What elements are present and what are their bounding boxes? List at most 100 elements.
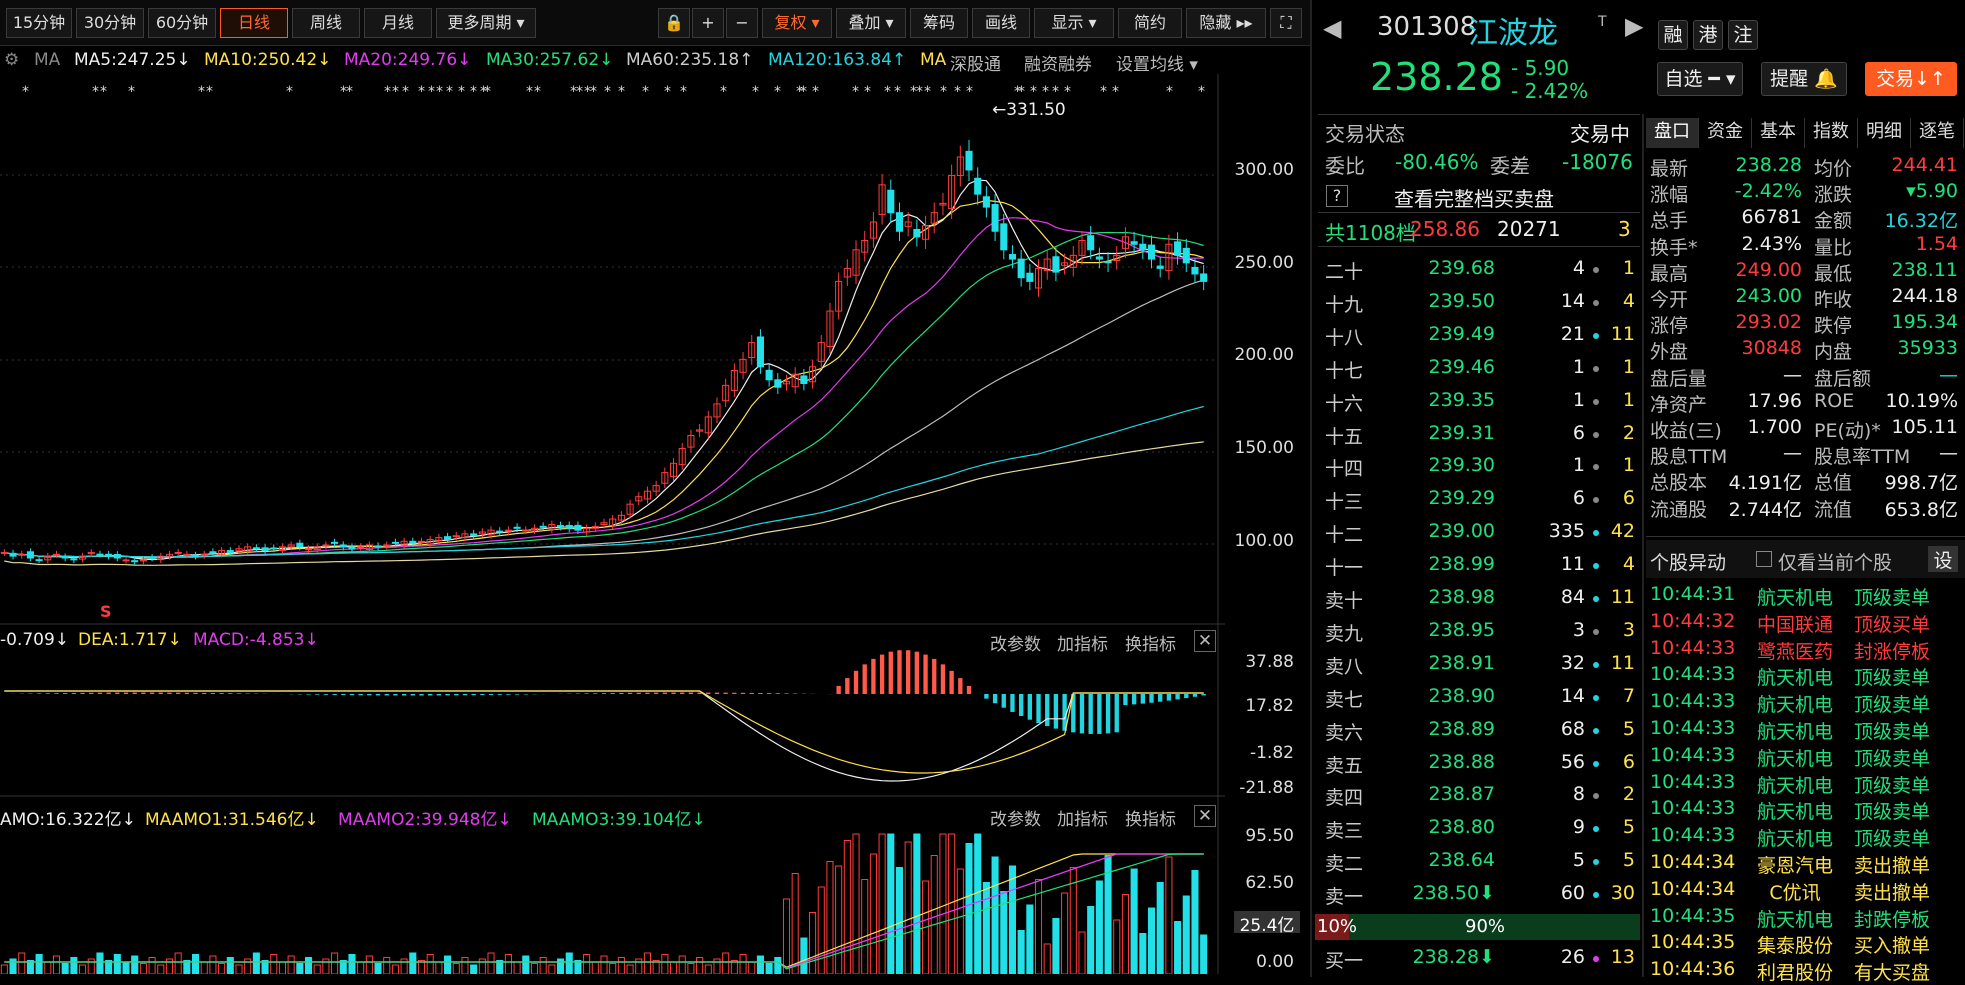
zoom-in-icon[interactable]: + <box>692 8 724 38</box>
event-stock[interactable]: 集泰股份 <box>1756 935 1833 958</box>
order-row[interactable]: 卖八 238.91 32 11 <box>1325 652 1635 678</box>
order-row[interactable]: 卖七 238.90 14 7 <box>1325 685 1635 711</box>
fullscreen-icon[interactable]: ⛶ <box>1270 8 1302 38</box>
next-stock-icon[interactable]: ▶ <box>1625 12 1644 40</box>
alert-button[interactable]: 提醒 🔔 <box>1761 62 1847 96</box>
margin-tag[interactable]: 融 <box>1658 20 1688 50</box>
overlay-dropdown[interactable]: 叠加 ▾ <box>836 8 906 38</box>
order-row[interactable]: 卖二 238.64 5 5 <box>1325 849 1635 875</box>
gear-icon[interactable]: ⚙ <box>4 50 20 70</box>
adjust-dropdown[interactable]: 复权 ▾ <box>762 8 832 38</box>
watchlist-button[interactable]: 自选 ━ ▾ <box>1657 62 1743 96</box>
period-daily-button[interactable]: 日线 <box>220 8 288 38</box>
full-orderbook-link[interactable]: 查看完整档买卖盘 <box>1394 187 1554 211</box>
event-stock[interactable]: 航天机电 <box>1756 908 1833 931</box>
northbound-toggle[interactable]: 深股通 <box>950 55 1001 75</box>
tab-2[interactable]: 基本 <box>1752 118 1805 148</box>
trade-button[interactable]: 交易↓↑ <box>1865 62 1957 96</box>
period-30min-button[interactable]: 30分钟 <box>76 8 144 38</box>
events-settings-button[interactable]: 设 <box>1928 546 1958 572</box>
order-row[interactable]: 十一 238.99 11 4 <box>1325 553 1635 579</box>
event-stock[interactable]: 航天机电 <box>1756 774 1833 797</box>
tab-3[interactable]: 指数 <box>1805 118 1858 148</box>
order-row[interactable]: 十五 239.31 6 2 <box>1325 422 1635 448</box>
kline-chart[interactable]: * * * * * * * * * * * * * * * * * * * * * * * * * * * * * * * * * * * * * * * *… <box>0 74 1225 974</box>
margin-toggle[interactable]: 融资融券 <box>1024 55 1092 75</box>
event-row[interactable]: 10:44:34 豪恩汽电 卖出撤单 <box>1648 851 1965 877</box>
display-dropdown[interactable]: 显示 ▾ <box>1034 8 1114 38</box>
event-stock[interactable]: 航天机电 <box>1756 828 1833 851</box>
macd-add-indicator-button[interactable]: 加指标 <box>1057 635 1108 655</box>
more-periods-dropdown[interactable]: 更多周期 ▾ <box>436 8 536 38</box>
tab-5[interactable]: 逐笔 <box>1911 118 1964 148</box>
event-row[interactable]: 10:44:33 航天机电 顶级卖单 <box>1648 771 1965 797</box>
order-row[interactable]: 十六 239.35 1 1 <box>1325 389 1635 415</box>
order-row[interactable]: 卖九 238.95 3 3 <box>1325 619 1635 645</box>
only-current-checkbox[interactable] <box>1756 551 1772 567</box>
event-row[interactable]: 10:44:33 航天机电 顶级卖单 <box>1648 663 1965 689</box>
event-stock[interactable]: 航天机电 <box>1756 747 1833 770</box>
panel-divider[interactable] <box>1310 0 1312 977</box>
event-row[interactable]: 10:44:32 中国联通 顶级买单 <box>1648 610 1965 636</box>
event-row[interactable]: 10:44:33 航天机电 顶级卖单 <box>1648 690 1965 716</box>
event-row[interactable]: 10:44:33 航天机电 顶级卖单 <box>1648 797 1965 823</box>
order-row[interactable]: 十九 239.50 14 4 <box>1325 290 1635 316</box>
event-row[interactable]: 10:44:31 航天机电 顶级卖单 <box>1648 583 1965 609</box>
event-stock[interactable]: 航天机电 <box>1756 801 1833 824</box>
event-stock[interactable]: 利君股份 <box>1756 962 1833 985</box>
draw-line-button[interactable]: 画线 <box>972 8 1030 38</box>
event-row[interactable]: 10:44:33 航天机电 顶级卖单 <box>1648 717 1965 743</box>
event-stock[interactable]: 中国联通 <box>1756 613 1833 636</box>
order-row[interactable]: 十三 239.29 6 6 <box>1325 487 1635 513</box>
event-stock[interactable]: 豪恩汽电 <box>1756 855 1833 877</box>
event-row[interactable]: 10:44:35 航天机电 封跌停板 <box>1648 905 1965 931</box>
order-row-buy1[interactable]: 买一 238.28⬇ 26 13 <box>1325 946 1635 972</box>
order-row[interactable]: 卖五 238.88 56 6 <box>1325 751 1635 777</box>
macd-switch-indicator-button[interactable]: 换指标 <box>1125 635 1176 655</box>
event-row[interactable]: 10:44:33 航天机电 顶级卖单 <box>1648 744 1965 770</box>
simple-button[interactable]: 简约 <box>1118 8 1182 38</box>
period-60min-button[interactable]: 60分钟 <box>148 8 216 38</box>
order-row[interactable]: 十八 239.49 21 11 <box>1325 323 1635 349</box>
order-row[interactable]: 十四 239.30 1 1 <box>1325 454 1635 480</box>
event-row[interactable]: 10:44:34 C优讯 卖出撤单 <box>1648 878 1965 904</box>
period-15min-button[interactable]: 15分钟 <box>6 8 72 38</box>
event-row[interactable]: 10:44:35 集泰股份 买入撤单 <box>1648 931 1965 957</box>
zoom-out-icon[interactable]: − <box>726 8 758 38</box>
close-icon[interactable]: ✕ <box>1194 805 1216 827</box>
ma-settings-dropdown[interactable]: 设置均线 ▾ <box>1116 55 1198 75</box>
hide-button[interactable]: 隐藏 ▸▸ <box>1186 8 1266 38</box>
order-row[interactable]: 二十 239.68 4 1 <box>1325 257 1635 283</box>
amo-switch-indicator-button[interactable]: 换指标 <box>1125 810 1176 830</box>
order-row[interactable]: 十二 239.00 335 42 <box>1325 520 1635 546</box>
order-row[interactable]: 卖六 238.89 68 5 <box>1325 718 1635 744</box>
lock-icon[interactable]: 🔒 <box>658 8 690 38</box>
order-row[interactable]: 十七 239.46 1 1 <box>1325 356 1635 382</box>
registration-tag[interactable]: 注 <box>1728 20 1758 50</box>
order-row[interactable]: 卖十 238.98 84 11 <box>1325 586 1635 612</box>
tab-0[interactable]: 盘口 <box>1646 118 1699 148</box>
chips-button[interactable]: 筹码 <box>910 8 968 38</box>
event-stock[interactable]: 航天机电 <box>1756 667 1833 690</box>
event-stock[interactable]: 鹭燕医药 <box>1756 640 1833 663</box>
order-row[interactable]: 卖四 238.87 8 2 <box>1325 783 1635 809</box>
period-weekly-button[interactable]: 周线 <box>292 8 360 38</box>
event-stock[interactable]: C优讯 <box>1769 881 1821 904</box>
amo-add-indicator-button[interactable]: 加指标 <box>1057 810 1108 830</box>
event-stock[interactable]: 航天机电 <box>1756 694 1833 717</box>
hk-connect-tag[interactable]: 港 <box>1693 20 1723 50</box>
event-row[interactable]: 10:44:33 鹭燕医药 封涨停板 <box>1648 637 1965 663</box>
event-stock[interactable]: 航天机电 <box>1756 721 1833 743</box>
tab-1[interactable]: 资金 <box>1699 118 1752 148</box>
order-row[interactable]: 卖三 238.80 9 5 <box>1325 816 1635 842</box>
order-row[interactable]: 卖一 238.50⬇ 60 30 <box>1325 882 1635 908</box>
macd-params-button[interactable]: 改参数 <box>990 635 1041 655</box>
close-icon[interactable]: ✕ <box>1194 630 1216 652</box>
period-monthly-button[interactable]: 月线 <box>364 8 432 38</box>
tab-4[interactable]: 明细 <box>1858 118 1911 148</box>
event-stock[interactable]: 航天机电 <box>1756 587 1833 609</box>
help-icon[interactable]: ? <box>1326 185 1348 207</box>
event-row[interactable]: 10:44:36 利君股份 有大买盘 <box>1648 958 1965 984</box>
event-row[interactable]: 10:44:33 航天机电 顶级卖单 <box>1648 824 1965 850</box>
amo-params-button[interactable]: 改参数 <box>990 810 1041 830</box>
